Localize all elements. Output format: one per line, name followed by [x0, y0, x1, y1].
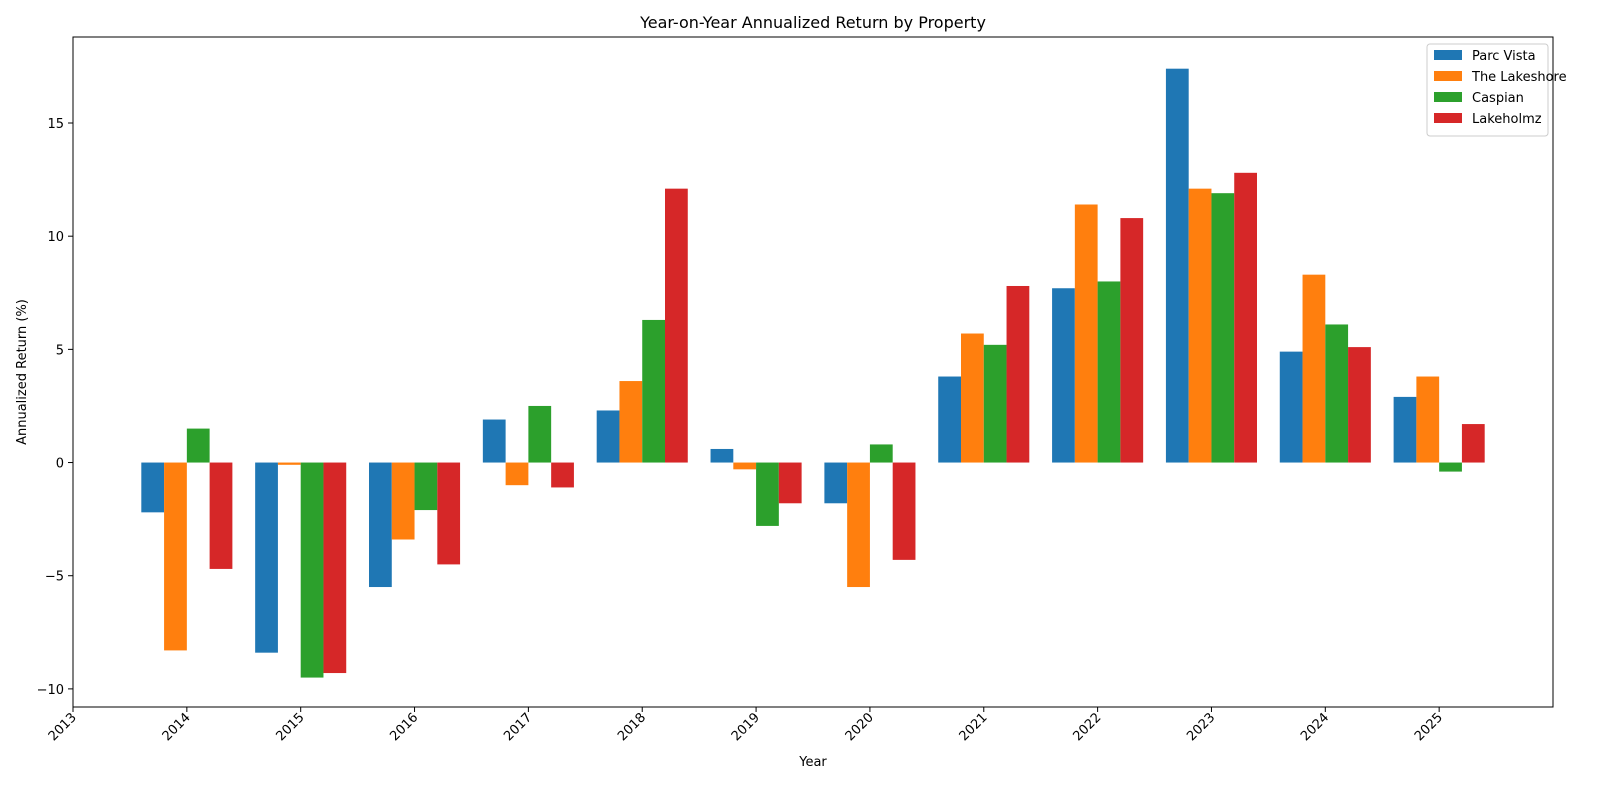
legend-label-parc-vista: Parc Vista [1472, 49, 1536, 64]
legend-swatch-parc-vista [1434, 50, 1462, 60]
bar-lakeholmz-2014 [209, 462, 233, 569]
bars-group [141, 68, 1485, 678]
x-tick-label-2023: 2023 [1184, 710, 1218, 744]
bar-the-lakeshore-2018 [619, 381, 643, 463]
x-tick-label-2015: 2015 [274, 710, 308, 744]
y-tick-label--5: −5 [45, 570, 64, 585]
bar-caspian-2020 [869, 444, 893, 463]
bar-lakeholmz-2019 [778, 462, 802, 504]
bar-caspian-2021 [983, 344, 1007, 463]
bar-parc-vista-2021 [938, 376, 961, 463]
x-tick-label-2024: 2024 [1298, 710, 1332, 744]
bar-parc-vista-2025 [1393, 396, 1417, 463]
bar-caspian-2015 [300, 462, 324, 678]
bar-lakeholmz-2018 [665, 188, 688, 463]
legend-label-caspian: Caspian [1472, 91, 1524, 106]
bar-the-lakeshore-2015 [277, 462, 301, 465]
bar-lakeholmz-2016 [437, 462, 461, 565]
y-tick-label-15: 15 [47, 117, 64, 132]
legend-label-the-lakeshore: The Lakeshore [1471, 70, 1567, 85]
bar-the-lakeshore-2017 [505, 462, 529, 486]
bar-parc-vista-2024 [1279, 351, 1303, 463]
bar-lakeholmz-2015 [323, 462, 347, 674]
y-tick-label-0: 0 [56, 457, 64, 472]
x-tick-label-2016: 2016 [387, 710, 421, 744]
bar-the-lakeshore-2022 [1074, 204, 1098, 463]
legend-swatch-the-lakeshore [1434, 71, 1462, 81]
bar-lakeholmz-2022 [1120, 218, 1144, 463]
bar-lakeholmz-2020 [892, 462, 916, 560]
y-axis-label: Annualized Return (%) [15, 299, 30, 445]
bar-caspian-2017 [528, 405, 552, 463]
bar-parc-vista-2017 [482, 419, 506, 463]
bar-parc-vista-2014 [141, 462, 165, 513]
bar-the-lakeshore-2023 [1188, 188, 1212, 463]
x-tick-label-2017: 2017 [501, 710, 535, 744]
bar-lakeholmz-2021 [1006, 285, 1030, 463]
x-tick-label-2018: 2018 [615, 710, 649, 744]
bar-parc-vista-2023 [1165, 68, 1189, 463]
bar-caspian-2018 [642, 319, 665, 463]
legend-swatch-lakeholmz [1434, 113, 1462, 123]
bar-the-lakeshore-2024 [1302, 274, 1326, 463]
y-tick-label-5: 5 [56, 343, 64, 358]
bar-the-lakeshore-2020 [847, 462, 870, 588]
bar-parc-vista-2019 [710, 448, 734, 463]
bar-caspian-2014 [186, 428, 210, 463]
bar-the-lakeshore-2016 [391, 462, 415, 540]
bar-lakeholmz-2024 [1348, 347, 1371, 463]
bar-caspian-2022 [1097, 281, 1121, 463]
bar-parc-vista-2016 [369, 462, 392, 588]
legend-swatch-caspian [1434, 92, 1462, 102]
x-tick-label-2013: 2013 [46, 710, 80, 744]
bar-parc-vista-2020 [824, 462, 848, 504]
y-tick-label--10: −10 [37, 683, 64, 698]
legend-label-lakeholmz: Lakeholmz [1472, 112, 1542, 127]
bar-caspian-2016 [414, 462, 438, 511]
bar-lakeholmz-2023 [1234, 172, 1257, 463]
plot-frame [72, 36, 1554, 708]
x-axis-label: Year [798, 755, 827, 770]
x-tick-label-2014: 2014 [160, 710, 194, 744]
bar-parc-vista-2015 [255, 462, 278, 653]
x-tick-label-2019: 2019 [729, 710, 763, 744]
x-tick-label-2021: 2021 [957, 710, 991, 744]
legend: Parc Vista The Lakeshore Caspian Lakeholmz [1426, 43, 1567, 137]
bar-the-lakeshore-2014 [164, 462, 187, 651]
bar-lakeholmz-2017 [551, 462, 574, 488]
x-tick-label-2022: 2022 [1070, 710, 1104, 744]
y-tick-label-10: 10 [47, 230, 64, 245]
bar-the-lakeshore-2019 [733, 462, 757, 470]
bar-parc-vista-2018 [596, 410, 620, 463]
bar-the-lakeshore-2025 [1416, 376, 1440, 463]
bar-lakeholmz-2025 [1461, 424, 1485, 463]
bar-the-lakeshore-2021 [961, 333, 984, 463]
bar-caspian-2024 [1325, 324, 1349, 463]
chart-title: Year-on-Year Annualized Return by Proper… [639, 13, 986, 32]
x-tick-label-2025: 2025 [1412, 710, 1446, 744]
bar-parc-vista-2022 [1052, 288, 1075, 463]
x-tick-label-2020: 2020 [843, 710, 877, 744]
bar-caspian-2023 [1211, 193, 1235, 463]
bar-caspian-2025 [1439, 462, 1462, 472]
bar-caspian-2019 [756, 462, 779, 526]
